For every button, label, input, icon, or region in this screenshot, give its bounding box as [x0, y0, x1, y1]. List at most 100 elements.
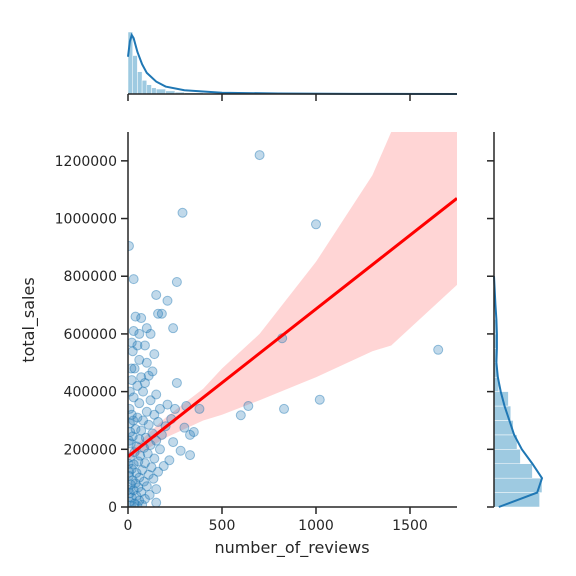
scatter-point: [128, 470, 134, 481]
scatter-point: [153, 416, 164, 427]
scatter-point: [130, 424, 141, 435]
scatter-point: [136, 425, 147, 436]
scatter-point: [134, 434, 145, 445]
right-histogram-bar: [493, 449, 521, 464]
scatter-point: [143, 419, 154, 430]
x-tick-label: 0: [124, 518, 133, 534]
scatter-point: [151, 484, 162, 495]
scatter-point: [154, 403, 165, 414]
scatter-point: [129, 363, 140, 374]
y-tick-label: 1000000: [55, 212, 117, 228]
y-axis-title: total_sales: [19, 277, 39, 362]
scatter-point: [168, 323, 179, 334]
scatter-point: [128, 463, 137, 474]
scatter-point: [314, 394, 325, 405]
scatter-point: [128, 274, 139, 285]
scatter-point: [133, 482, 144, 493]
scatter-point: [162, 295, 173, 306]
scatter-point: [171, 277, 182, 287]
scatter-point: [145, 395, 156, 406]
scatter-point: [128, 403, 135, 414]
scatter-point: [141, 481, 152, 492]
scatter-point: [279, 403, 290, 414]
scatter-point: [149, 409, 160, 420]
confidence-band: [128, 132, 457, 461]
scatter-point: [128, 240, 134, 251]
scatter-point: [153, 308, 164, 319]
scatter-point: [139, 493, 150, 504]
scatter-point: [194, 403, 205, 414]
scatter-point: [128, 488, 135, 499]
scatter-point: [151, 497, 162, 507]
scatter-point: [141, 357, 152, 368]
scatter-point: [134, 354, 145, 365]
scatter-point: [134, 398, 145, 409]
right-marginal-histogram: [493, 319, 543, 508]
regression-line: [128, 197, 457, 458]
scatter-point: [149, 453, 160, 464]
scatter-point: [164, 455, 175, 466]
x-tick-label: 1000: [298, 518, 334, 534]
scatter-point: [147, 366, 158, 377]
scatter-point: [142, 448, 153, 459]
scatter-point: [128, 500, 136, 507]
scatter-point: [131, 491, 142, 502]
scatter-point: [134, 495, 145, 506]
top-histogram-bar: [151, 87, 157, 95]
scatter-point: [128, 485, 139, 496]
scatter-point: [138, 415, 149, 426]
scatter-point: [128, 467, 135, 478]
scatter-point: [185, 429, 196, 440]
scatter-point: [128, 346, 138, 357]
scatter-point: [137, 499, 148, 507]
top-histogram-bar: [137, 71, 143, 95]
scatter-point: [158, 461, 169, 472]
scatter-point: [151, 289, 162, 300]
scatter-point: [149, 349, 160, 360]
scatter-point: [141, 406, 152, 417]
scatter-point: [128, 415, 139, 426]
scatter-point: [132, 501, 143, 507]
scatter-point: [128, 337, 137, 348]
scatter-point: [175, 445, 186, 456]
right-histogram-bar: [493, 463, 533, 479]
scatter-point: [143, 469, 154, 480]
scatter-point: [128, 386, 135, 397]
scatter-point: [136, 372, 147, 383]
scatter-point: [139, 377, 150, 388]
scatter-point: [139, 458, 150, 469]
scatter-point: [185, 450, 196, 461]
scatter-point: [154, 444, 165, 455]
scatter-point: [254, 150, 265, 161]
right-marginal-ticks: [487, 160, 494, 508]
scatter-point: [311, 219, 321, 230]
y-axis-ticks: 0 200000 400000 600000 800000 1000000 1200000: [55, 154, 128, 516]
y-tick-label: 1200000: [55, 154, 117, 170]
scatter-point: [128, 438, 136, 449]
x-axis-ticks: 0 500 1000 1500: [124, 507, 428, 534]
scatter-point: [131, 467, 142, 478]
scatter-point: [162, 399, 173, 410]
scatter-point: [171, 377, 182, 388]
x-axis-title: number_of_reviews: [214, 538, 369, 558]
scatter-point: [177, 207, 188, 218]
scatter-point: [243, 401, 254, 412]
top-histogram-bar: [132, 55, 138, 95]
scatter-point: [128, 375, 137, 386]
scatter-point: [128, 326, 139, 337]
scatter-point: [168, 437, 179, 448]
scatter-point: [130, 311, 141, 322]
scatter-point: [132, 380, 143, 391]
scatter-point: [128, 427, 136, 437]
main-plot-area: 0 500 1000 1500 0 200000 400000 600000 800000 10…: [55, 132, 457, 534]
scatter-point: [128, 363, 137, 374]
scatter-point: [141, 323, 152, 334]
top-marginal-plot: [127, 31, 458, 101]
scatter-point: [132, 340, 143, 351]
scatter-point: [133, 456, 144, 467]
scatter-point: [179, 422, 190, 433]
scatter-point: [144, 489, 155, 500]
scatter-point: [433, 344, 444, 355]
scatter-point: [130, 478, 141, 489]
